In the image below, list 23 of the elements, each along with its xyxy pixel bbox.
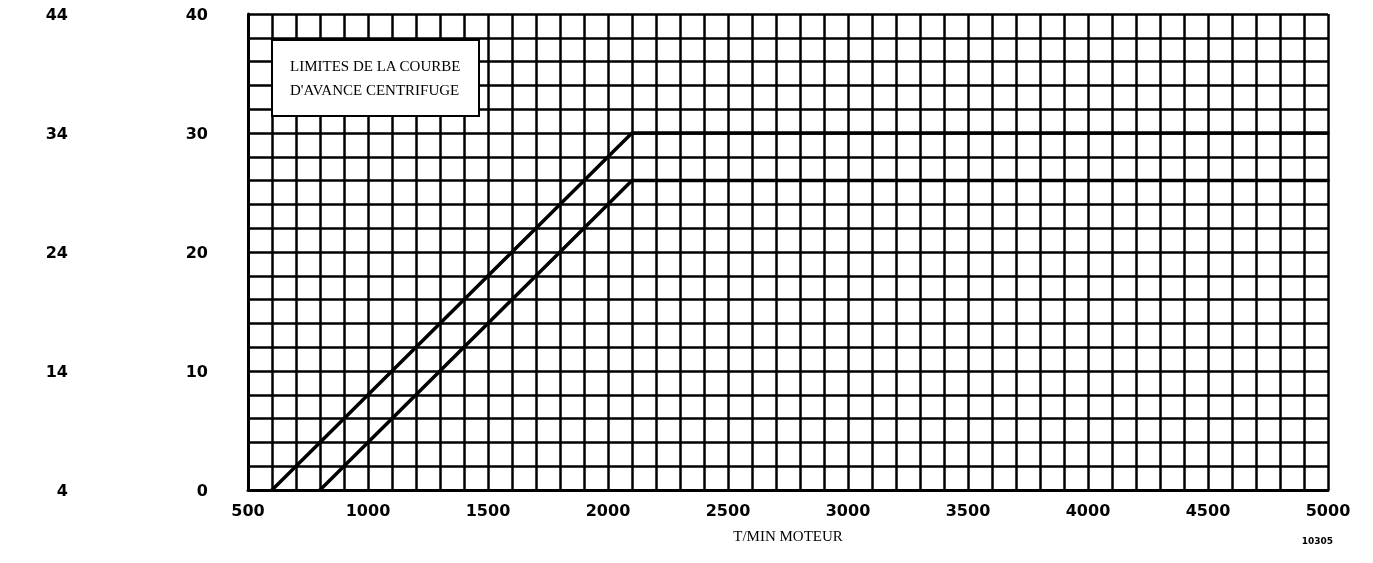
- x-tick-label: 2000: [585, 500, 631, 520]
- x-tick-label: 3500: [945, 500, 991, 520]
- x-tick-label: 500: [231, 500, 265, 520]
- y-tick-label: 20: [185, 242, 208, 262]
- y2-tick-label: 34: [45, 123, 68, 143]
- x-axis-title: T/MIN MOTEUR: [733, 527, 843, 544]
- y-tick-label: 10: [185, 361, 208, 381]
- x-tick-label: 4000: [1065, 500, 1111, 520]
- x-tick-label: 3000: [825, 500, 871, 520]
- y-tick-label: 30: [185, 123, 208, 143]
- y-tick-label: 40: [185, 4, 208, 24]
- text: LIMITES DE LA COURBE D'AVANCE CENTRIFUGE: [290, 58, 461, 98]
- y2-tick-label: 4: [56, 480, 68, 500]
- x-tick-label: 5000: [1305, 500, 1351, 520]
- x-tick-label: 4500: [1185, 500, 1231, 520]
- x-tick-label: 1000: [345, 500, 391, 520]
- x-tick-label: 2500: [705, 500, 751, 520]
- y-tick-label: 0: [196, 480, 208, 500]
- y2-tick-label: 14: [45, 361, 68, 381]
- y2-tick-label: 44: [45, 4, 68, 24]
- text: 10305: [1301, 535, 1333, 546]
- x-tick-label: 1500: [465, 500, 511, 520]
- y2-tick-label: 24: [45, 242, 68, 262]
